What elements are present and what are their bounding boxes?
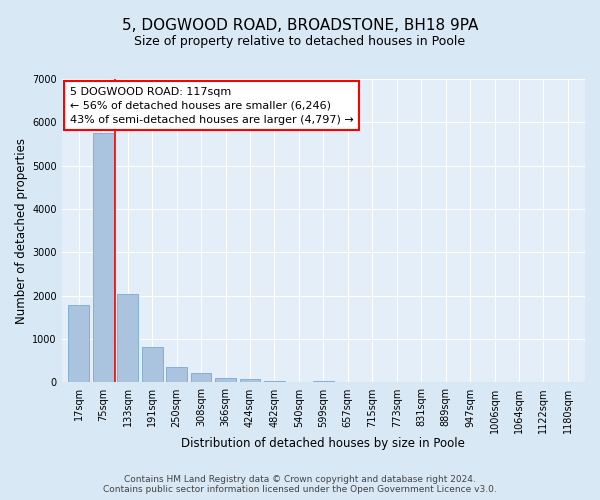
Text: 5, DOGWOOD ROAD, BROADSTONE, BH18 9PA: 5, DOGWOOD ROAD, BROADSTONE, BH18 9PA <box>122 18 478 32</box>
Bar <box>142 347 163 382</box>
Bar <box>239 380 260 382</box>
Bar <box>191 372 211 382</box>
Text: Size of property relative to detached houses in Poole: Size of property relative to detached ho… <box>134 35 466 48</box>
Text: 5 DOGWOOD ROAD: 117sqm
← 56% of detached houses are smaller (6,246)
43% of semi-: 5 DOGWOOD ROAD: 117sqm ← 56% of detached… <box>70 86 353 124</box>
Bar <box>166 367 187 382</box>
X-axis label: Distribution of detached houses by size in Poole: Distribution of detached houses by size … <box>181 437 465 450</box>
Bar <box>313 381 334 382</box>
Bar <box>68 306 89 382</box>
Text: Contains HM Land Registry data © Crown copyright and database right 2024.: Contains HM Land Registry data © Crown c… <box>124 475 476 484</box>
Bar <box>117 294 138 382</box>
Bar <box>264 380 285 382</box>
Bar <box>215 378 236 382</box>
Bar <box>93 133 113 382</box>
Text: Contains public sector information licensed under the Open Government Licence v3: Contains public sector information licen… <box>103 485 497 494</box>
Y-axis label: Number of detached properties: Number of detached properties <box>15 138 28 324</box>
